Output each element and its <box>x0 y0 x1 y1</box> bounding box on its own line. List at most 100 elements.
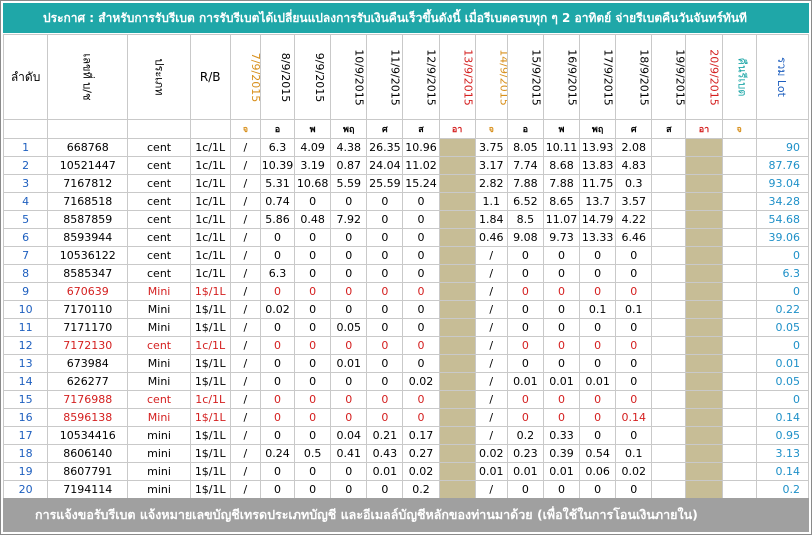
table-row: 3 7167812 cent 1c/1L/5.31 10.68 5.59 25.59 15.2… <box>2 174 810 193</box>
account-number: 7167812 <box>47 174 129 193</box>
table-row: 18 8606140 mini 1$/1L/0.24 0.5 0.41 0.43 0.27 0.… <box>2 444 810 463</box>
lot-cell: 0.06 <box>579 462 617 481</box>
total-lot-cell: 0 <box>755 390 810 409</box>
lot-cell <box>651 390 687 409</box>
lot-cell: / <box>474 300 508 319</box>
table-row: 7 10536122 cent 1c/1L/0 0 0 0 0/0 0 0 0 0 <box>2 246 810 265</box>
day-abbr: พ <box>294 119 332 139</box>
lot-cell: / <box>229 174 261 193</box>
lot-cell: 0 <box>259 354 296 373</box>
lot-cell: 0 <box>579 282 617 301</box>
lot-cell: 0.02 <box>402 372 440 391</box>
total-lot-cell: 0.2 <box>755 480 810 499</box>
row-number: 12 <box>2 336 49 355</box>
lot-cell: 0.01 <box>474 462 508 481</box>
table-row: 5 8587859 cent 1c/1L/5.86 0.48 7.92 0 0 1.84 8.5 1… <box>2 210 810 229</box>
lot-cell: 0.24 <box>259 444 296 463</box>
lot-cell: 0 <box>579 246 617 265</box>
account-type: cent <box>127 246 191 265</box>
table-row: 12 7172130 cent 1c/1L/0 0 0 0 0/0 0 0 0 0 <box>2 336 810 355</box>
row-number: 20 <box>2 480 49 499</box>
lot-cell: 0 <box>615 372 653 391</box>
lot-cell: 0.01 <box>330 354 368 373</box>
lot-cell: 0 <box>542 354 581 373</box>
account-number: 7172130 <box>47 336 129 355</box>
lot-cell: 11.07 <box>542 210 581 229</box>
lot-cell: 8.5 <box>506 210 544 229</box>
account-type: cent <box>127 228 191 247</box>
lot-cell <box>651 300 687 319</box>
lot-cell: / <box>474 408 508 427</box>
payback-cell <box>721 156 757 175</box>
lot-cell <box>438 300 476 319</box>
rebate-rate: 1$/1L <box>189 444 231 463</box>
lot-cell: 10.68 <box>294 174 332 193</box>
lot-cell: 0 <box>330 462 368 481</box>
payback-cell <box>721 462 757 481</box>
lot-cell <box>438 138 476 157</box>
account-type: cent <box>127 336 191 355</box>
lot-cell: 0 <box>330 390 368 409</box>
payback-cell <box>721 444 757 463</box>
rebate-rate: 1c/1L <box>189 336 231 355</box>
total-lot-cell: 39.06 <box>755 228 810 247</box>
lot-cell: 0 <box>402 282 440 301</box>
table-row: 16 8596138 Mini 1$/1L/0 0 0 0 0/0 0 0 0.14 0.14 <box>2 408 810 427</box>
lot-cell: 7.88 <box>542 174 581 193</box>
account-type: mini <box>127 426 191 445</box>
lot-cell <box>651 246 687 265</box>
lot-cell <box>651 138 687 157</box>
lot-cell: 0 <box>402 390 440 409</box>
table-row: 9 670639 Mini 1$/1L/0 0 0 0 0/0 0 0 0 0 <box>2 282 810 301</box>
lot-cell: 0 <box>615 318 653 337</box>
lot-cell: 0 <box>330 480 368 499</box>
account-type: cent <box>127 192 191 211</box>
lot-cell: 0 <box>330 300 368 319</box>
table-row: 14 626277 Mini 1$/1L/0 0 0 0 0.02/0.01 0.01 0.01 0… <box>2 372 810 391</box>
lot-cell: 0.17 <box>402 426 440 445</box>
table-row: 15 7176988 cent 1c/1L/0 0 0 0 0/0 0 0 0 0 <box>2 390 810 409</box>
payback-cell <box>721 300 757 319</box>
day-abbr: พฤ <box>330 119 368 139</box>
lot-cell: / <box>474 480 508 499</box>
payback-cell <box>721 264 757 283</box>
table-row: 1 668768 cent 1c/1L/6.3 4.09 4.38 26.35 10.96 3.… <box>2 138 810 157</box>
lot-cell: 0.43 <box>366 444 404 463</box>
lot-cell: 0.1 <box>579 300 617 319</box>
lot-cell: 8.65 <box>542 192 581 211</box>
lot-cell: 10.96 <box>402 138 440 157</box>
lot-cell: 0 <box>506 408 544 427</box>
table-row: 8 8585347 cent 1c/1L/6.3 0 0 0 0/0 0 0 0 6.3 <box>2 264 810 283</box>
lot-cell: 7.92 <box>330 210 368 229</box>
lot-cell: 7.88 <box>506 174 544 193</box>
lot-cell: 0 <box>579 318 617 337</box>
day-abbr: จ <box>229 119 261 139</box>
lot-cell: 0 <box>366 372 404 391</box>
payback-cell <box>721 282 757 301</box>
lot-cell: 13.83 <box>579 156 617 175</box>
lot-cell: / <box>229 426 261 445</box>
col-header-date: 16/9/2015 <box>542 34 581 120</box>
lot-cell: 0 <box>506 318 544 337</box>
row-number: 15 <box>2 390 49 409</box>
lot-cell: 0 <box>542 264 581 283</box>
col-header-date: 11/9/2015 <box>366 34 404 120</box>
day-abbr: จ <box>474 119 508 139</box>
lot-cell: 0 <box>579 264 617 283</box>
total-lot-cell: 34.28 <box>755 192 810 211</box>
lot-cell: 0 <box>542 300 581 319</box>
lot-cell: 0 <box>294 318 332 337</box>
rebate-rate: 1c/1L <box>189 174 231 193</box>
day-abbr: ศ <box>366 119 404 139</box>
rebate-rate: 1c/1L <box>189 264 231 283</box>
lot-cell: 0 <box>330 246 368 265</box>
day-abbr: อ <box>259 119 296 139</box>
lot-cell: 8.68 <box>542 156 581 175</box>
lot-cell: 0 <box>542 246 581 265</box>
lot-cell: / <box>229 480 261 499</box>
payback-cell <box>721 228 757 247</box>
lot-cell: 0.54 <box>579 444 617 463</box>
lot-cell: 0 <box>366 480 404 499</box>
rebate-rate: 1$/1L <box>189 462 231 481</box>
total-lot-cell: 87.76 <box>755 156 810 175</box>
